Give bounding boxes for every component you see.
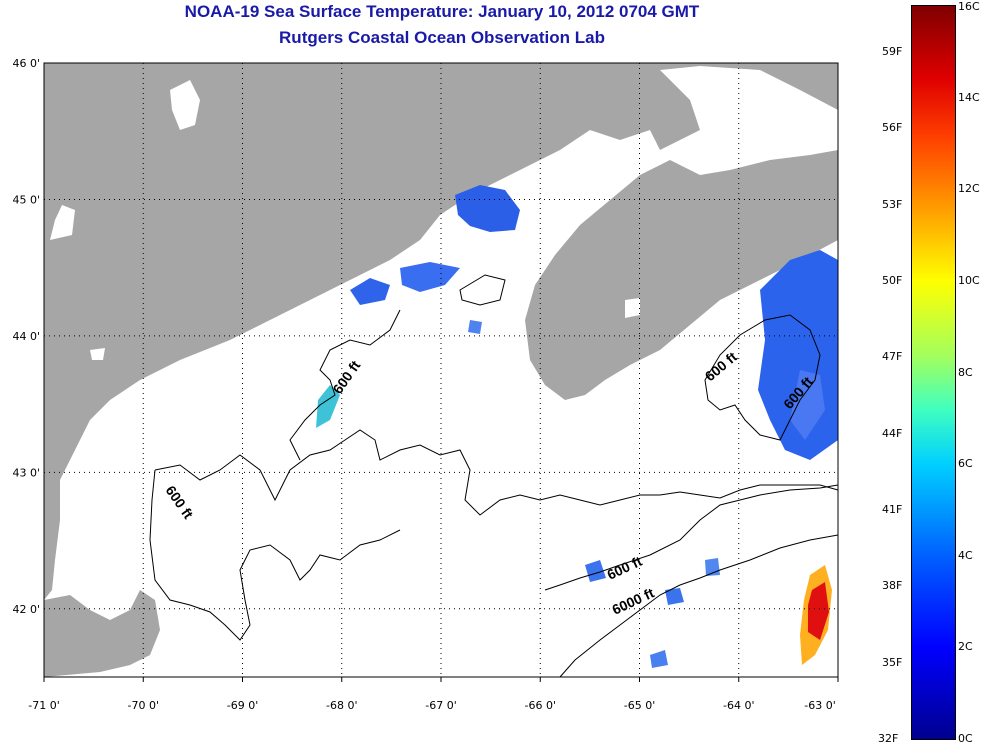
lat-label: 46 0' (12, 57, 40, 70)
lake-shape (90, 348, 105, 360)
maine-landmass (44, 63, 838, 600)
celsius-tick-label: 16C (958, 0, 980, 13)
temperature-colorbar (911, 5, 956, 740)
lat-label: 45 0' (12, 193, 40, 206)
celsius-tick-label: 8C (958, 365, 973, 379)
longitude-axis: -71 0' -70 0' -69 0' -68 0' -67 0' -66 0' -65 … (28, 677, 839, 712)
latitude-axis: 46 0' 45 0' 44 0' 43 0' 42 0' (12, 57, 40, 616)
celsius-tick-label: 12C (958, 182, 980, 196)
celsius-tick-label: 6C (958, 457, 973, 471)
celsius-tick-label: 10C (958, 273, 980, 287)
celsius-tick-label: 2C (958, 640, 973, 654)
bay-of-fundy (430, 130, 660, 330)
lake-shape (50, 205, 75, 240)
map-title: NOAA-19 Sea Surface Temperature: January… (184, 2, 700, 21)
celsius-tick-label: 4C (958, 548, 973, 562)
lon-label: -69 0' (227, 699, 259, 712)
cape-cod-landmass (44, 590, 160, 677)
lon-label: -71 0' (28, 699, 60, 712)
lon-label: -63 0' (804, 699, 836, 712)
lat-label: 44 0' (12, 330, 40, 343)
depth-contours (149, 274, 839, 678)
fahrenheit-tick-label: 35F (882, 655, 903, 669)
lon-label: -70 0' (128, 699, 160, 712)
fahrenheit-tick-label: 59F (882, 44, 903, 58)
lon-label: -65 0' (624, 699, 656, 712)
fahrenheit-tick-label: 38F (882, 579, 903, 593)
lake-shape (170, 80, 200, 130)
lon-label: -68 0' (326, 699, 358, 712)
fahrenheit-tick-label: 53F (882, 197, 903, 211)
lat-label: 42 0' (12, 603, 40, 616)
nova-scotia-landmass (525, 150, 838, 400)
lat-label: 43 0' (12, 466, 40, 479)
celsius-tick-label: 0C (958, 732, 973, 745)
fahrenheit-tick-label: 50F (882, 273, 903, 287)
lon-label: -64 0' (723, 699, 755, 712)
fahrenheit-tick-label: 41F (882, 502, 903, 516)
lake-shape (625, 298, 640, 318)
lon-label: -67 0' (425, 699, 457, 712)
celsius-tick-label: 14C (958, 90, 980, 104)
fahrenheit-tick-label: 56F (882, 121, 903, 135)
fahrenheit-tick-label: 44F (882, 426, 903, 440)
fahrenheit-tick-label: 32F (878, 732, 899, 745)
fahrenheit-tick-label: 47F (882, 350, 903, 364)
lon-label: -66 0' (525, 699, 557, 712)
map-subtitle: Rutgers Coastal Ocean Observation Lab (279, 28, 605, 47)
